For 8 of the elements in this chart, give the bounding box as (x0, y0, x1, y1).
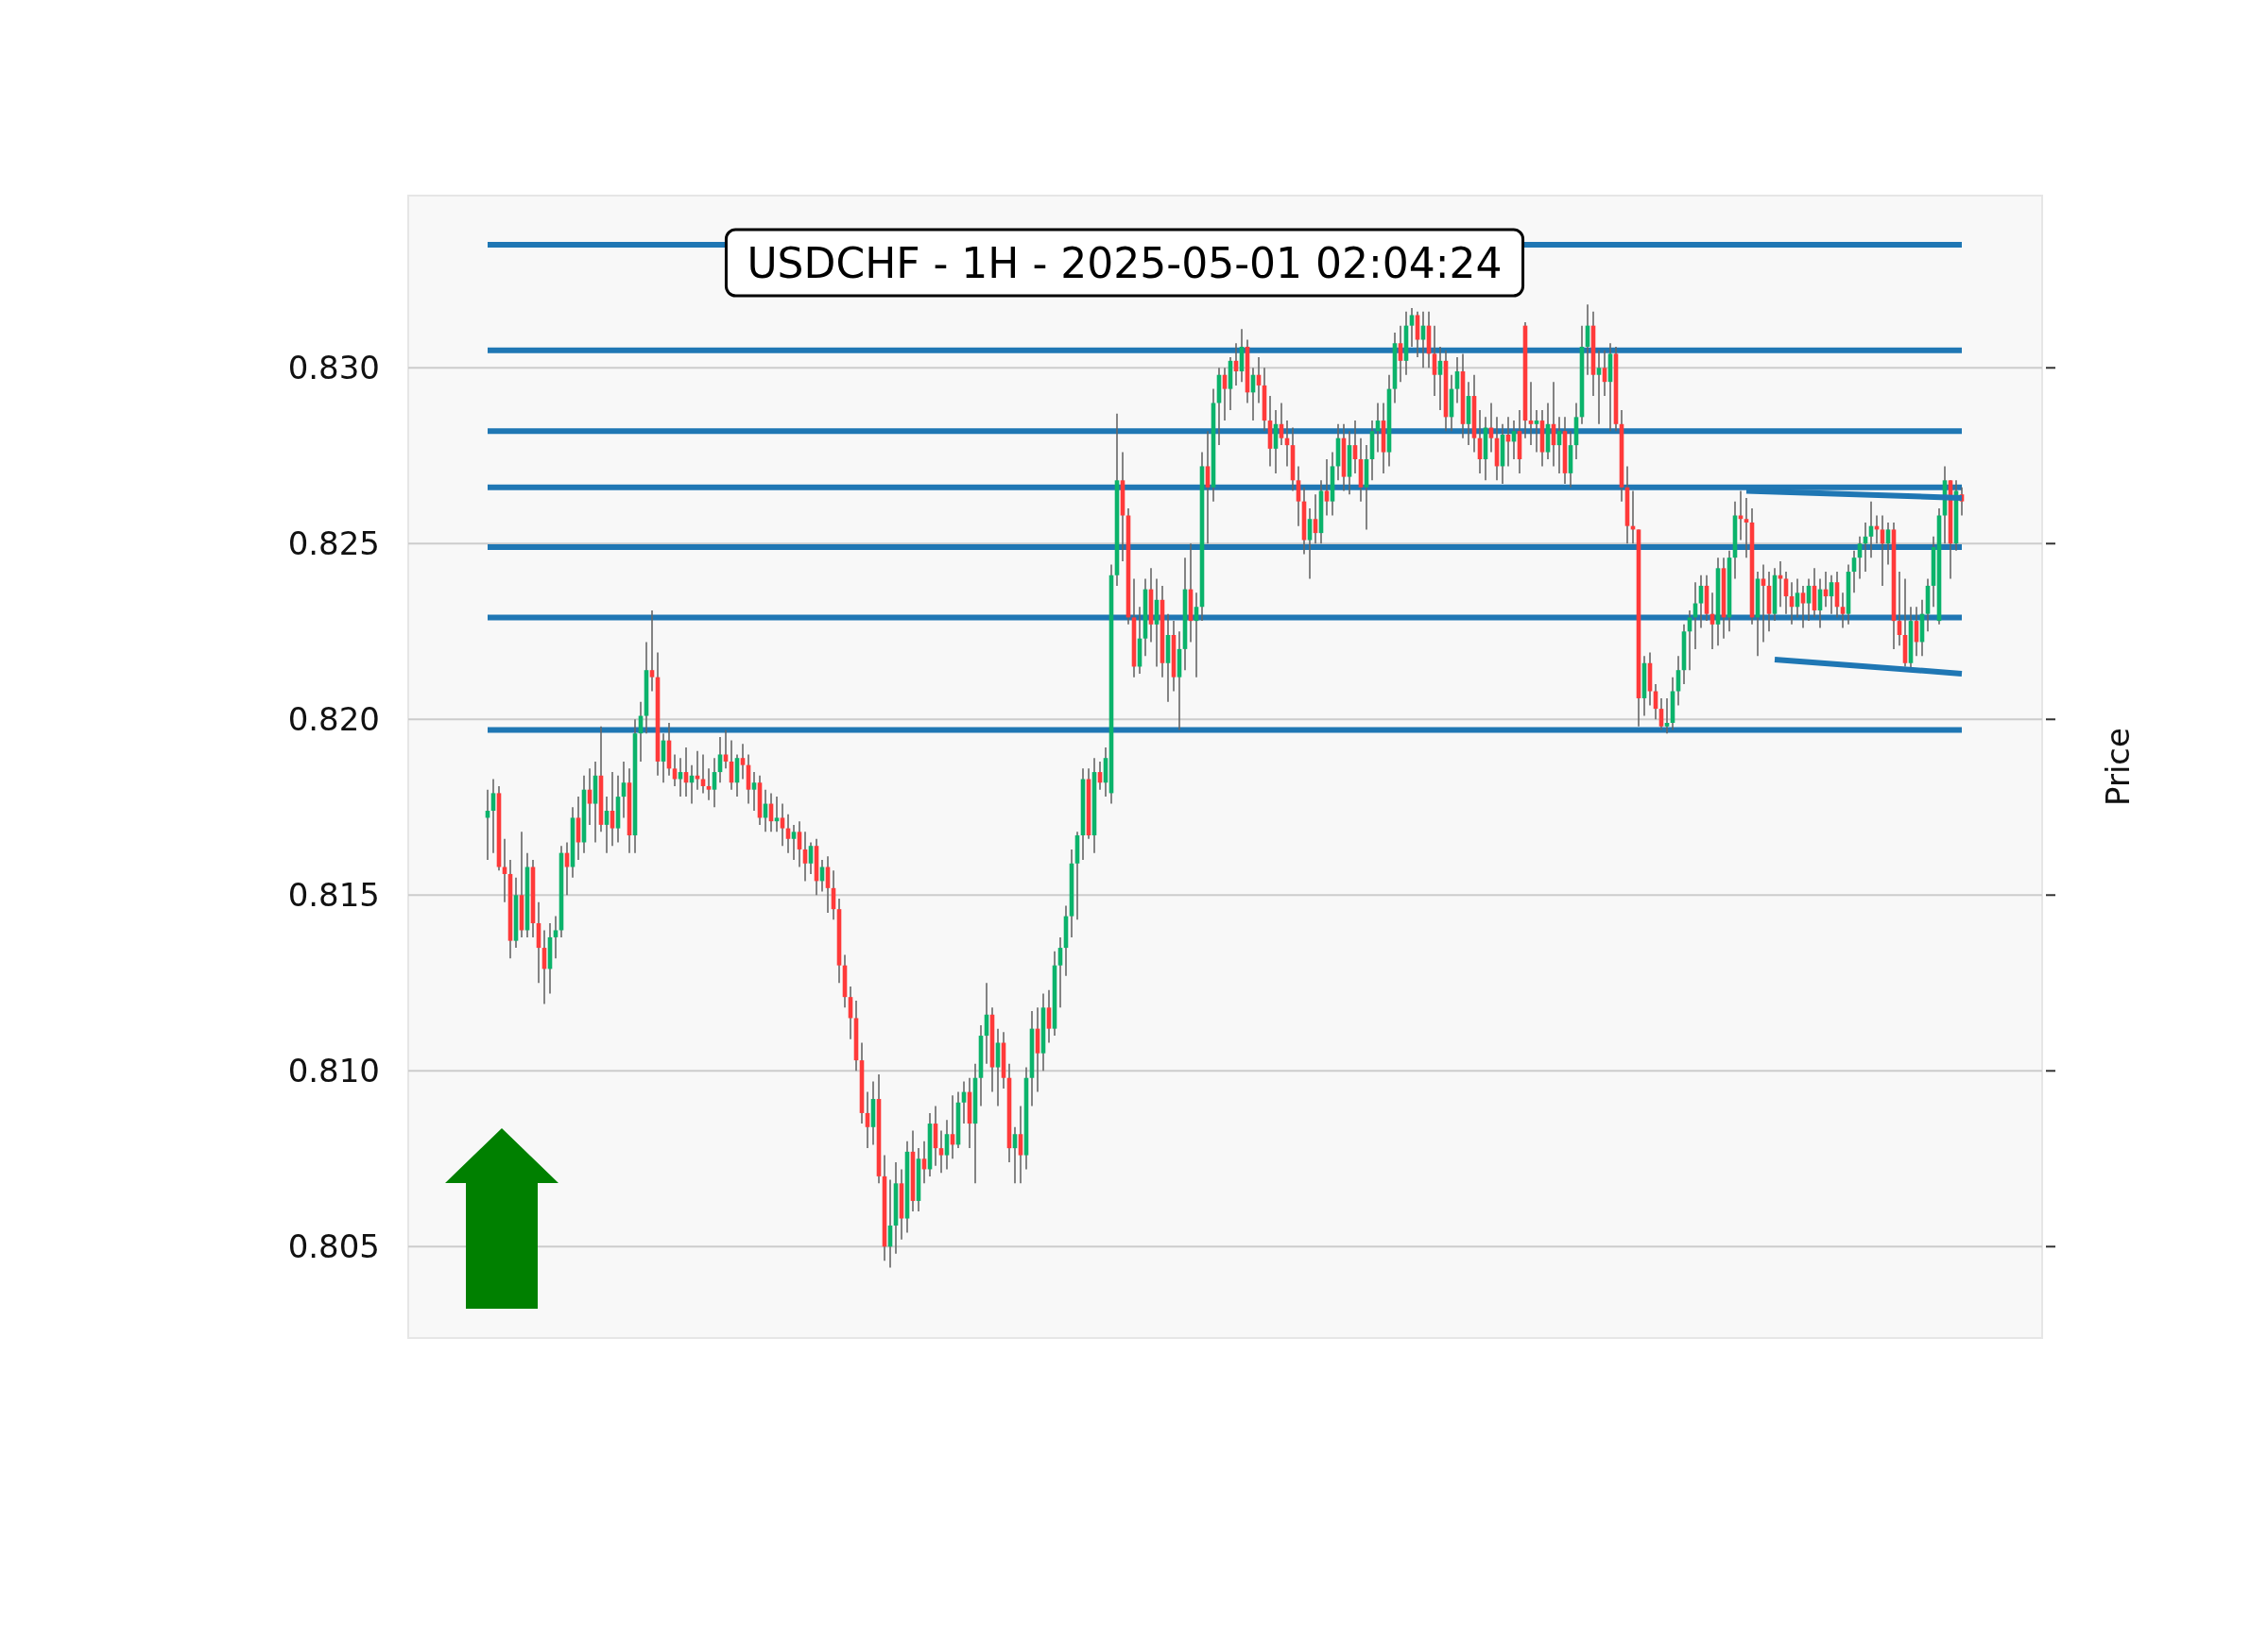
y-tick-label: 0.825 (287, 524, 380, 563)
y-tick-label: 0.805 (287, 1227, 380, 1266)
y-tick-label: 0.820 (287, 700, 380, 739)
y-axis-title: Price (2099, 728, 2137, 806)
text: USDCHF - 1H - 2025-05-01 02:04:24 (747, 238, 1503, 287)
y-tick-label: 0.830 (287, 349, 380, 387)
y-tick-label: 0.810 (287, 1052, 380, 1090)
y-tick-label: 0.815 (287, 876, 380, 915)
